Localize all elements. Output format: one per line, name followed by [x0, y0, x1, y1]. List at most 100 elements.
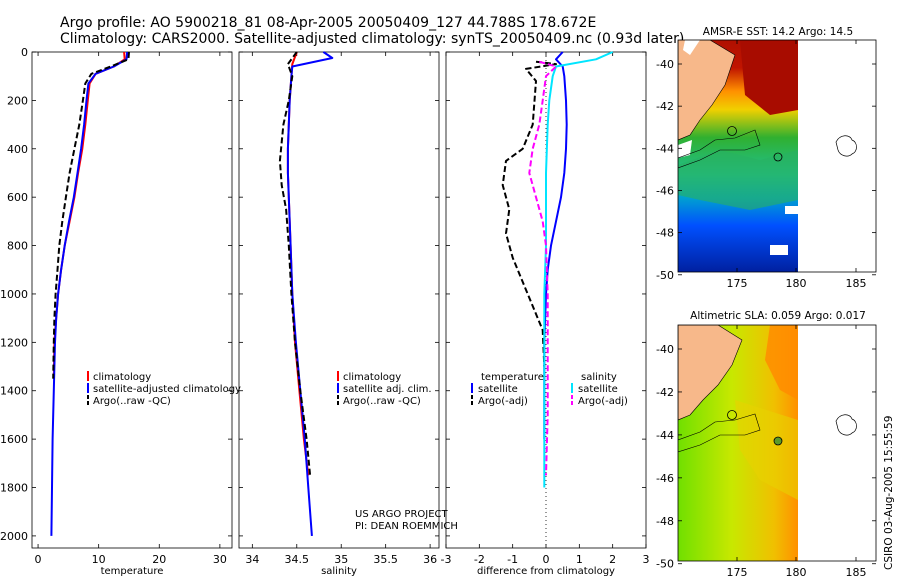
x-tick-label: 0	[543, 553, 550, 566]
y-tick-label: 1800	[0, 482, 28, 495]
x-tick-label: 34	[245, 553, 259, 566]
series-line	[278, 51, 312, 476]
sst-float-marker	[773, 152, 783, 162]
map-x-tick-label: 185	[846, 277, 867, 290]
sst-map-title: AMSR-E SST: 14.2 Argo: 14.5	[703, 26, 853, 38]
x-tick-label: 10	[92, 553, 106, 566]
x-tick-label: 35	[334, 553, 348, 566]
sst-missing-1	[785, 206, 798, 214]
legend-label: salinity	[581, 372, 617, 383]
map-y-tick-label: -50	[656, 558, 674, 571]
legend-label: Argo(-adj)	[578, 396, 628, 407]
map-y-tick-label: -46	[656, 472, 674, 485]
series-line	[52, 51, 126, 379]
legend-label: Argo(..raw -QC)	[93, 396, 171, 407]
legend-label: satellite	[478, 384, 518, 395]
sst-float-marker-2	[727, 126, 737, 136]
legend-label: Argo(-adj)	[478, 396, 528, 407]
x-axis-label: temperature	[101, 566, 164, 577]
sst-land-new-zealand	[678, 40, 736, 141]
sst-island-outline	[835, 135, 857, 157]
y-tick-label: 600	[7, 191, 28, 204]
annotation-text: PI: DEAN ROEMMICH	[355, 521, 458, 532]
y-tick-label: 1600	[0, 433, 28, 446]
x-tick-label: 2	[609, 553, 616, 566]
series-line	[543, 51, 614, 488]
x-tick-label: 30	[213, 553, 227, 566]
map-x-tick-label: 180	[786, 566, 807, 579]
sst-green-band	[678, 150, 798, 210]
map-y-tick-label: -40	[656, 58, 674, 71]
map-x-tick-label: 185	[846, 566, 867, 579]
sla-land-new-zealand	[678, 325, 743, 421]
y-tick-label: 2000	[0, 530, 28, 543]
map-y-tick-label: -46	[656, 184, 674, 197]
legend-label: satellite-adjusted climatology	[93, 384, 241, 395]
map-y-tick-label: -48	[656, 515, 674, 528]
map-y-tick-label: -50	[656, 269, 674, 282]
map-y-tick-label: -44	[656, 142, 674, 155]
figure-title-line2: Climatology: CARS2000. Satellite-adjuste…	[60, 31, 685, 47]
plot-frame	[238, 51, 440, 549]
sst-map: AMSR-E SST: 14.2 Argo: 14.5 175 180 185 -40…	[656, 26, 877, 290]
map-x-tick-label: 180	[786, 277, 807, 290]
y-tick-label: 1400	[0, 385, 28, 398]
y-tick-label: 1000	[0, 288, 28, 301]
legend-label: temperature	[481, 372, 544, 383]
x-axis-label: salinity	[321, 566, 357, 577]
map-y-tick-label: -42	[656, 386, 674, 399]
sst-warm-core	[740, 40, 798, 115]
sst-map-frame	[677, 39, 877, 273]
salinity-panel: 34 34.5 35 35.5 36 salinity climatologysatelli…	[238, 51, 458, 577]
y-tick-label: 1200	[0, 336, 28, 349]
sla-map: Altimetric SLA: 0.059 Argo: 0.017 175 180…	[656, 310, 877, 579]
y-tick-label: 200	[7, 94, 28, 107]
annotation-text: US ARGO PROJECT	[355, 509, 449, 520]
x-tick-label: 3	[643, 553, 650, 566]
legend-label: satellite adj. clim.	[343, 384, 432, 395]
series-line	[286, 51, 334, 536]
sla-patch-orange	[765, 325, 798, 400]
figure-title-line1: Argo profile: AO 5900218_81 08-Apr-2005 …	[60, 15, 597, 31]
legend-label: climatology	[343, 372, 401, 383]
sla-map-title: Altimetric SLA: 0.059 Argo: 0.017	[690, 310, 866, 322]
legend-label: Argo(..raw -QC)	[343, 396, 421, 407]
map-x-tick-label: 175	[727, 277, 748, 290]
x-axis-label: difference from climatology	[477, 566, 615, 577]
sla-float-marker	[773, 436, 783, 446]
x-tick-label: -2	[474, 553, 485, 566]
map-y-tick-label: -44	[656, 429, 674, 442]
y-tick-label: 400	[7, 143, 28, 156]
temperature-panel: 0 10 20 30 temperature 0 200 400 600 800 1000 1200 1…	[0, 46, 241, 577]
map-x-tick-label: 175	[727, 566, 748, 579]
series-line	[52, 51, 130, 379]
map-y-tick-label: -42	[656, 100, 674, 113]
sst-land-chatham	[683, 40, 700, 55]
legend-label: climatology	[93, 372, 151, 383]
sla-isobath	[678, 413, 761, 453]
x-tick-label: 35.5	[373, 553, 398, 566]
series-line	[501, 60, 557, 367]
sst-missing-2	[770, 245, 788, 255]
map-y-tick-label: -48	[656, 227, 674, 240]
csiro-timestamp: CSIRO 03-Aug-2005 15:55:59	[883, 416, 895, 570]
series-line	[528, 60, 557, 476]
plot-frame	[31, 51, 233, 549]
sla-island-outline	[835, 414, 857, 436]
x-tick-label: 0	[35, 553, 42, 566]
y-tick-label: 0	[21, 46, 28, 59]
sla-map-frame	[677, 324, 877, 562]
difference-panel: -3 -2 -1 0 1 2 3 difference from climatology tem…	[441, 51, 650, 577]
x-tick-label: 1	[576, 553, 583, 566]
x-tick-label: -1	[507, 553, 518, 566]
sla-patch-yellow	[735, 400, 798, 500]
legend-label: satellite	[578, 384, 618, 395]
sst-isobath	[678, 129, 761, 169]
y-tick-label: 800	[7, 240, 28, 253]
x-tick-label: 34.5	[285, 553, 310, 566]
x-tick-label: 20	[152, 553, 166, 566]
sst-missing-3	[678, 140, 692, 158]
x-tick-label: -3	[441, 553, 452, 566]
sla-float-marker-2	[727, 410, 737, 420]
